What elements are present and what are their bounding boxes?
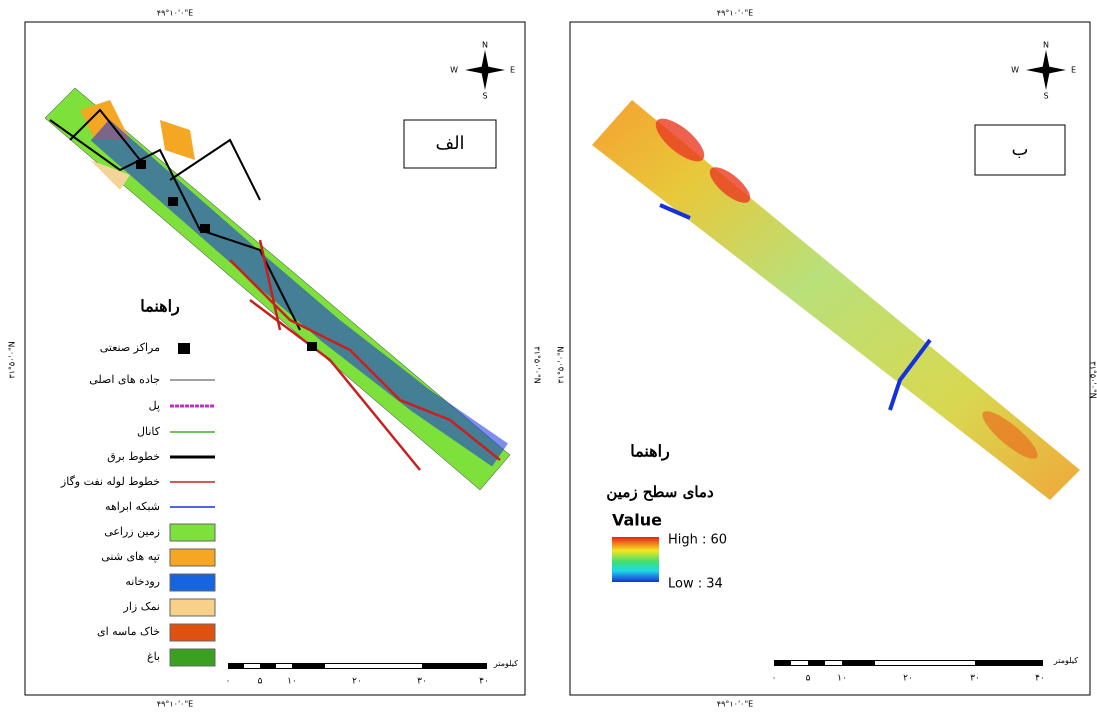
legend-field: Value	[612, 511, 662, 530]
coord-left: ۳۱°۵۰'۰"N	[8, 341, 17, 378]
scale-label: ۵	[258, 677, 263, 687]
panel-label: ب	[1012, 139, 1029, 160]
compass-w: W	[1011, 66, 1019, 75]
coord-right: ۳۱°۵۰'۰"N	[1089, 361, 1097, 398]
scale-label: ۳۰	[970, 674, 980, 684]
scale-unit: کیلومتر	[1053, 656, 1078, 665]
coord-top: ۴۹°۱۰'۰"E	[717, 9, 753, 18]
legend-title: راهنما	[140, 297, 180, 317]
scale-label: ۳۰	[417, 677, 427, 687]
scale-label: ۴۰	[1035, 674, 1045, 684]
coord-bottom: ۴۹°۱۰'۰"E	[717, 700, 753, 709]
legend-low: Low : 34	[668, 577, 723, 592]
compass: N S E W	[1011, 41, 1076, 101]
legend-label: رودخانه	[125, 575, 160, 588]
coord-right: ۳۱°۵۰'۰"N	[533, 346, 542, 383]
legend-label: خطوط لوله نفت وگاز	[60, 475, 160, 488]
legend-label: زمین زراعی	[104, 525, 160, 538]
compass: N S E W	[450, 41, 515, 101]
scale-bar	[228, 663, 487, 669]
legend-label: خطوط برق	[107, 450, 160, 463]
legend-label: شبکه ابراهه	[105, 500, 160, 513]
compass-s: S	[482, 92, 487, 101]
legend-label: نمک زار	[123, 600, 160, 613]
legend-subtitle: دمای سطح زمین	[606, 483, 714, 501]
scale-bar	[774, 660, 1043, 666]
scale-label: ۱۰	[287, 677, 297, 687]
scale-label: ۲۰	[352, 677, 362, 687]
panel-label: الف	[435, 133, 464, 154]
legend-label: جاده های اصلی	[89, 373, 160, 386]
scale-label: ۲۰	[903, 674, 913, 684]
scale-unit: کیلومتر	[493, 659, 518, 668]
legend-symbols	[170, 343, 215, 666]
legend-label: باغ	[147, 650, 160, 663]
scale-label: ۱۰	[837, 674, 847, 684]
compass-e: E	[1071, 66, 1076, 75]
compass-e: E	[510, 66, 515, 75]
compass-n: N	[482, 41, 488, 50]
scale-label: ۴۰	[479, 677, 489, 687]
legend-title: راهنما	[630, 442, 670, 462]
coord-bottom: ۴۹°۱۰'۰"E	[157, 700, 193, 709]
legend-label: مراکز صنعتی	[100, 341, 160, 354]
coord-left: ۳۱°۵۰'۰"N	[557, 346, 566, 383]
legend-high: High : 60	[668, 533, 727, 548]
figure: الف N S E W ۴۹°۱۰'۰"E ۴۹°۱۰'۰"E ۳۱°۵۰'۰"…	[0, 0, 1097, 713]
scale-label: ۰	[226, 677, 231, 687]
scale-label: ۵	[806, 674, 811, 684]
legend-label: تپه های شنی	[101, 550, 160, 563]
legend-label: خاک ماسه ای	[97, 625, 160, 638]
compass-n: N	[1043, 41, 1049, 50]
scale-label: ۰	[772, 674, 777, 684]
legend-label: کانال	[137, 425, 161, 438]
compass-w: W	[450, 66, 458, 75]
legend-label: پل	[149, 399, 160, 412]
compass-s: S	[1043, 92, 1048, 101]
coord-top: ۴۹°۱۰'۰"E	[157, 9, 193, 18]
color-ramp	[612, 537, 659, 582]
